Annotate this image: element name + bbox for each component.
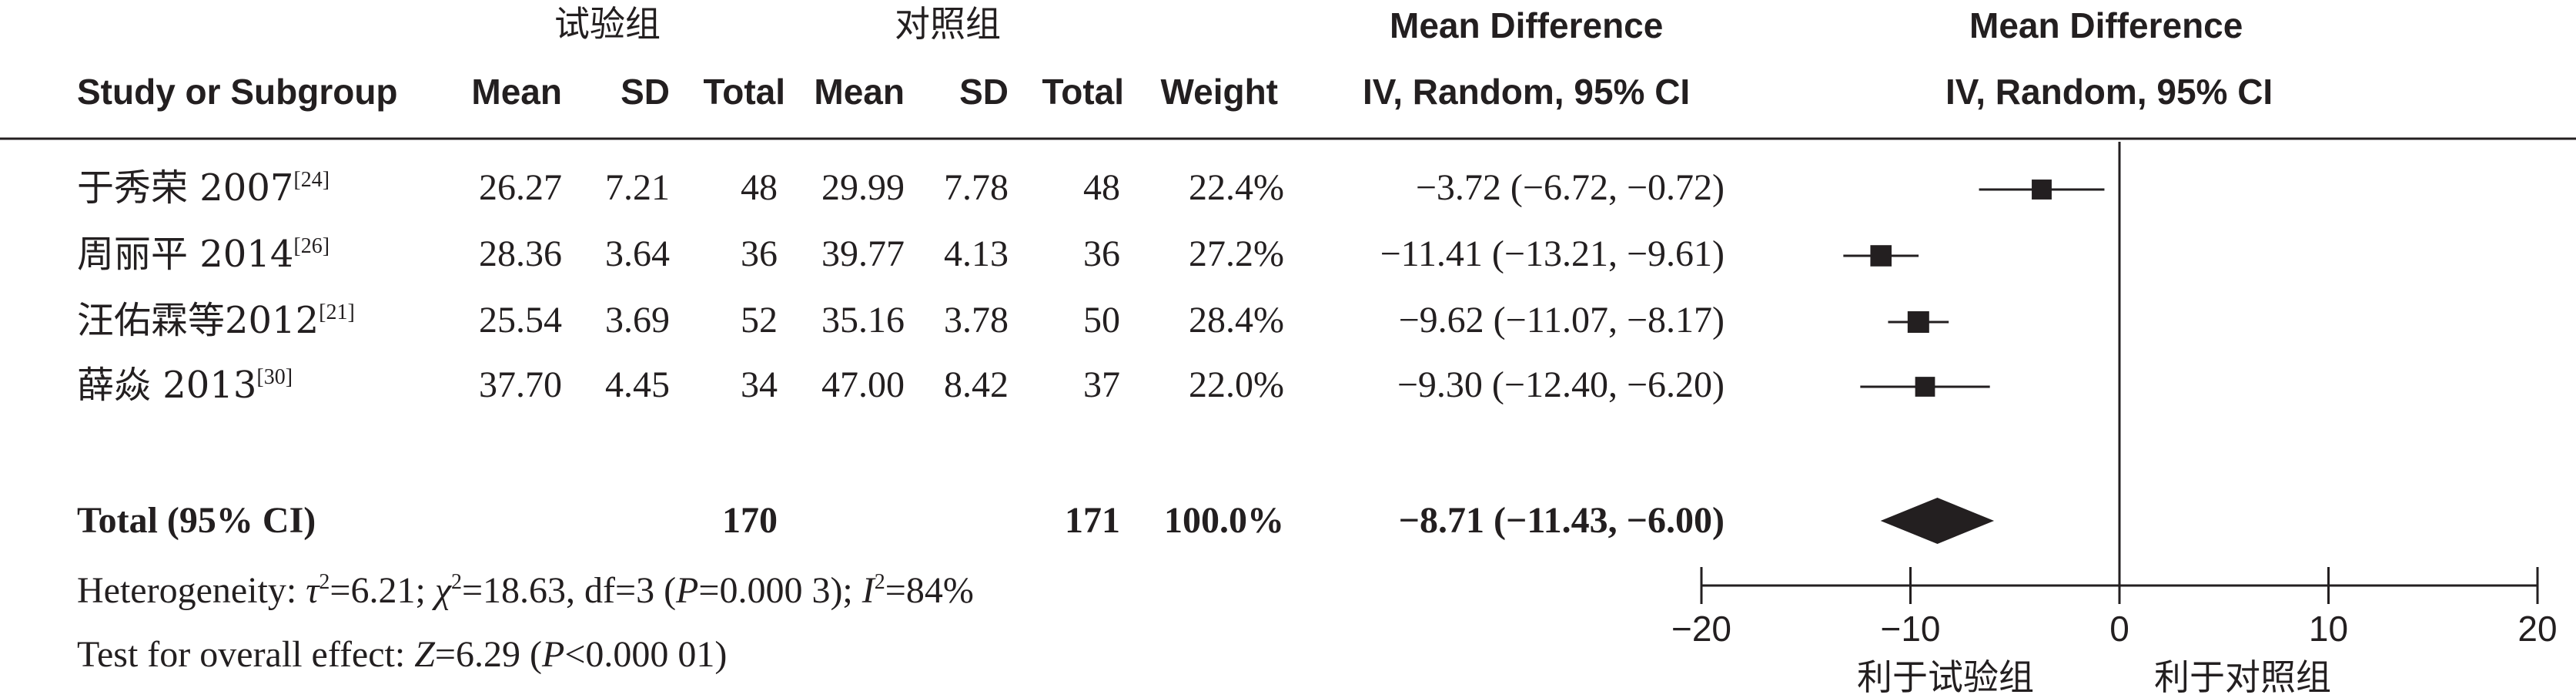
total-ci-text: −8.71 (−11.43, −6.00): [1398, 500, 1725, 541]
cell-ci-text: −11.41 (−13.21, −9.61): [1380, 233, 1725, 274]
header-ctrl-mean: Mean: [814, 72, 905, 112]
header-exp-sd: SD: [621, 72, 670, 112]
header-study: Study or Subgroup: [77, 72, 398, 112]
cell-exp-mean: 26.27: [479, 167, 562, 208]
cell-ctrl-mean: 39.77: [821, 233, 905, 274]
cell-exp-mean: 28.36: [479, 233, 562, 274]
total-ctrl-total: 171: [1065, 500, 1120, 541]
header-experimental-group: 试验组: [554, 3, 661, 45]
cell-exp-sd: 7.21: [605, 167, 670, 208]
cell-exp-total: 48: [741, 167, 778, 208]
cell-ci-text: −9.62 (−11.07, −8.17): [1398, 300, 1725, 341]
pooled-diamond: [1880, 498, 1995, 544]
heterogeneity-text: Heterogeneity: τ2=6.21; χ2=18.63, df=3 (…: [77, 570, 974, 611]
study-name: 于秀荣 2007[24]: [77, 166, 330, 210]
cell-ctrl-mean: 47.00: [821, 364, 905, 405]
header-exp-mean: Mean: [471, 72, 562, 112]
cell-ctrl-sd: 7.78: [944, 167, 1009, 208]
study-name: 薛焱 2013[30]: [77, 364, 293, 407]
point-estimate-square: [1915, 377, 1935, 397]
cell-ci-text: −9.30 (−12.40, −6.20): [1397, 364, 1725, 405]
cell-exp-sd: 4.45: [605, 364, 670, 405]
cell-exp-mean: 37.70: [479, 364, 562, 405]
study-name: 周丽平 2014[26]: [77, 233, 330, 276]
cell-weight: 27.2%: [1189, 233, 1284, 274]
point-estimate-square: [2032, 180, 2052, 200]
x-tick-label: 0: [2109, 609, 2129, 649]
x-tick-label: 10: [2309, 609, 2348, 649]
cell-ci-text: −3.72 (−6.72, −0.72): [1415, 167, 1725, 208]
header-control-group: 对照组: [895, 3, 1001, 45]
header-ctrl-total: Total: [1042, 72, 1124, 112]
header-plot-method: IV, Random, 95% CI: [1945, 72, 2273, 112]
cell-ctrl-sd: 3.78: [944, 300, 1009, 341]
cell-weight: 22.0%: [1189, 364, 1284, 405]
cell-exp-sd: 3.64: [605, 233, 670, 274]
overall-effect-text: Test for overall effect: Z=6.29 (P<0.000…: [77, 634, 728, 675]
cell-ctrl-sd: 4.13: [944, 233, 1009, 274]
cell-ctrl-sd: 8.42: [944, 364, 1009, 405]
x-tick-label: −20: [1671, 609, 1731, 649]
study-name: 汪佑霖等2012[21]: [77, 299, 355, 342]
header-md-method: IV, Random, 95% CI: [1363, 72, 1691, 112]
total-weight: 100.0%: [1164, 500, 1284, 541]
cell-ctrl-mean: 29.99: [821, 167, 905, 208]
header-ctrl-sd: SD: [959, 72, 1009, 112]
cell-exp-mean: 25.54: [479, 300, 562, 341]
total-label: Total (95% CI): [77, 500, 316, 541]
cell-ctrl-mean: 35.16: [821, 300, 905, 341]
x-tick-label: −10: [1880, 609, 1940, 649]
cell-exp-total: 34: [741, 364, 778, 405]
point-estimate-square: [1907, 311, 1929, 333]
header-md-title: Mean Difference: [1390, 5, 1664, 45]
favours-experimental-label: 利于试验组: [1857, 656, 2034, 698]
cell-weight: 22.4%: [1189, 167, 1284, 208]
cell-ctrl-total: 36: [1083, 233, 1120, 274]
total-exp-total: 170: [722, 500, 778, 541]
header-weight: Weight: [1160, 72, 1278, 112]
header-exp-total: Total: [703, 72, 785, 112]
cell-exp-total: 52: [741, 300, 778, 341]
cell-exp-sd: 3.69: [605, 300, 670, 341]
cell-ctrl-total: 48: [1083, 167, 1120, 208]
cell-ctrl-total: 50: [1083, 300, 1120, 341]
cell-ctrl-total: 37: [1083, 364, 1120, 405]
favours-control-label: 利于对照组: [2154, 656, 2331, 698]
cell-exp-total: 36: [741, 233, 778, 274]
point-estimate-square: [1870, 245, 1892, 267]
x-tick-label: 20: [2517, 609, 2557, 649]
header-plot-title: Mean Difference: [1969, 5, 2243, 45]
cell-weight: 28.4%: [1189, 300, 1284, 341]
